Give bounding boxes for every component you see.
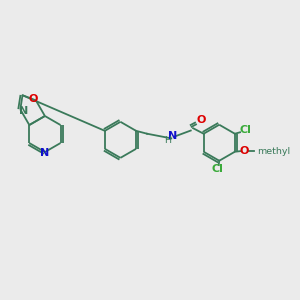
Text: O: O bbox=[239, 146, 249, 156]
Text: N: N bbox=[19, 106, 28, 116]
Text: methyl: methyl bbox=[257, 147, 291, 156]
Text: N: N bbox=[168, 131, 177, 141]
Text: O: O bbox=[196, 115, 206, 125]
Text: N: N bbox=[40, 148, 50, 158]
Text: Cl: Cl bbox=[212, 164, 224, 174]
Text: Cl: Cl bbox=[240, 125, 252, 135]
Text: O: O bbox=[29, 94, 38, 104]
Text: H: H bbox=[164, 136, 171, 145]
